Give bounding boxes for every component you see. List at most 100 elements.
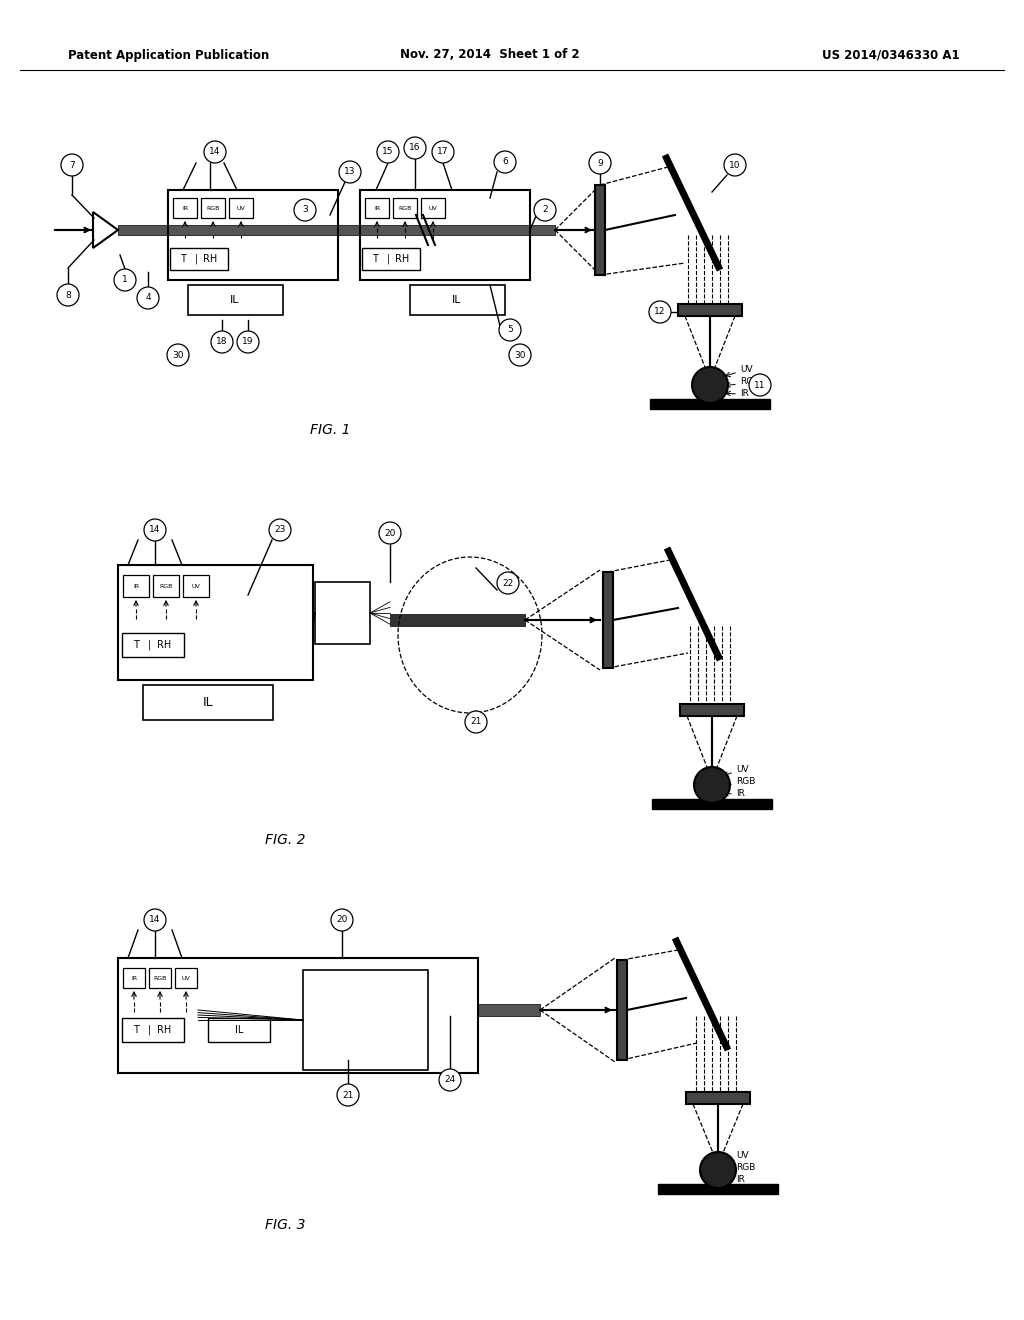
Text: 20: 20 [384, 528, 395, 537]
Text: RH: RH [203, 253, 217, 264]
Bar [617, 960, 627, 1060]
Circle shape [497, 572, 519, 594]
Text: FIG. 2: FIG. 2 [265, 833, 305, 847]
Bar [603, 572, 613, 668]
Text: 30: 30 [172, 351, 183, 359]
Circle shape [432, 141, 454, 162]
Circle shape [269, 519, 291, 541]
Circle shape [465, 711, 487, 733]
Text: 10: 10 [729, 161, 740, 169]
Text: 1: 1 [122, 276, 128, 285]
Circle shape [339, 161, 361, 183]
Circle shape [404, 137, 426, 158]
Text: 20: 20 [336, 916, 348, 924]
Text: 30: 30 [514, 351, 525, 359]
Circle shape [589, 152, 611, 174]
Bar [118, 224, 555, 235]
Circle shape [499, 319, 521, 341]
Text: IL: IL [234, 1026, 243, 1035]
Bar [173, 198, 197, 218]
Circle shape [379, 521, 401, 544]
Text: US 2014/0346330 A1: US 2014/0346330 A1 [822, 49, 961, 62]
Text: IR: IR [374, 206, 380, 210]
Bar [362, 248, 420, 271]
Bar [360, 190, 530, 280]
Text: RGB: RGB [736, 777, 756, 787]
Text: T: T [133, 1026, 139, 1035]
Circle shape [700, 1152, 736, 1188]
Bar [143, 685, 273, 719]
Text: RGB: RGB [740, 378, 760, 387]
Text: Nov. 27, 2014  Sheet 1 of 2: Nov. 27, 2014 Sheet 1 of 2 [400, 49, 580, 62]
Text: 15: 15 [382, 148, 394, 157]
Text: UV: UV [740, 366, 753, 375]
Bar [595, 185, 605, 275]
Bar [678, 304, 742, 315]
Bar [229, 198, 253, 218]
Text: 14: 14 [150, 525, 161, 535]
Circle shape [204, 141, 226, 162]
Bar [118, 565, 313, 680]
Text: IL: IL [453, 294, 462, 305]
Bar [393, 198, 417, 218]
Text: |: | [147, 1024, 151, 1035]
Text: 16: 16 [410, 144, 421, 153]
Text: IL: IL [230, 294, 240, 305]
Bar [478, 1005, 540, 1016]
Text: 22: 22 [503, 578, 514, 587]
Text: 24: 24 [444, 1076, 456, 1085]
Bar [680, 704, 744, 715]
Circle shape [57, 284, 79, 306]
Text: RGB: RGB [206, 206, 220, 210]
Circle shape [439, 1069, 461, 1092]
Circle shape [144, 909, 166, 931]
Text: UV: UV [237, 206, 246, 210]
Bar [658, 1184, 778, 1195]
Text: UV: UV [736, 766, 749, 775]
Text: UV: UV [191, 583, 201, 589]
Text: 18: 18 [216, 338, 227, 346]
Text: 14: 14 [150, 916, 161, 924]
Circle shape [167, 345, 189, 366]
Text: 21: 21 [470, 718, 481, 726]
Text: RGB: RGB [154, 975, 167, 981]
Text: RGB: RGB [160, 583, 173, 589]
Bar [315, 582, 370, 644]
Bar [123, 968, 145, 987]
Text: IR: IR [131, 975, 137, 981]
Bar [390, 614, 525, 626]
Text: RGB: RGB [736, 1163, 756, 1172]
Circle shape [144, 519, 166, 541]
Bar [188, 285, 283, 315]
Text: 19: 19 [243, 338, 254, 346]
Text: RH: RH [395, 253, 410, 264]
Bar [365, 198, 389, 218]
Text: 12: 12 [654, 308, 666, 317]
Text: 13: 13 [344, 168, 355, 177]
Text: Patent Application Publication: Patent Application Publication [68, 49, 269, 62]
Bar [652, 799, 772, 809]
Bar [421, 198, 445, 218]
Text: UV: UV [429, 206, 437, 210]
Circle shape [694, 767, 730, 803]
Circle shape [331, 909, 353, 931]
Text: 3: 3 [302, 206, 308, 214]
Circle shape [494, 150, 516, 173]
Circle shape [211, 331, 233, 352]
Bar [686, 1092, 750, 1104]
Text: 8: 8 [66, 290, 71, 300]
Bar [150, 968, 171, 987]
Circle shape [237, 331, 259, 352]
Text: FIG. 3: FIG. 3 [265, 1218, 305, 1232]
Text: IR: IR [736, 789, 744, 799]
Bar [153, 576, 179, 597]
Text: 7: 7 [70, 161, 75, 169]
Text: 9: 9 [597, 158, 603, 168]
Circle shape [649, 301, 671, 323]
Circle shape [137, 286, 159, 309]
Text: UV: UV [181, 975, 190, 981]
Bar [650, 399, 770, 409]
Text: RH: RH [157, 1026, 171, 1035]
Text: UV: UV [736, 1151, 749, 1159]
Bar [168, 190, 338, 280]
